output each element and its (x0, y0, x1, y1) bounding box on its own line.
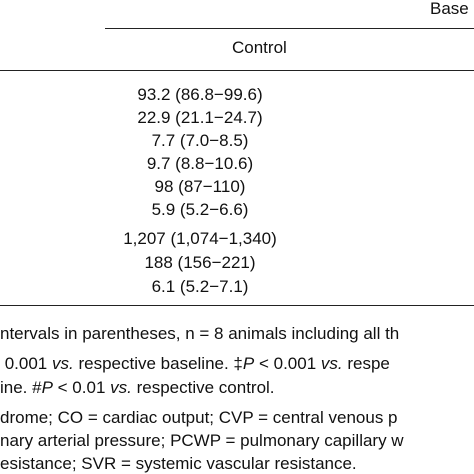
table-cell: 9.7 (8.8−10.6) (146, 154, 254, 173)
footnote-line: drome; CO = cardiac output; CVP = centra… (0, 408, 398, 428)
footnote-text: ntervals in parentheses, n = 8 animals i… (0, 324, 400, 343)
table-cell: 98 (87−110) (154, 177, 246, 196)
column-header: Control (232, 38, 287, 57)
footnote-text: < 0.01 (52, 378, 111, 397)
table-cell: 1,207 (1,074−1,340) (123, 229, 277, 248)
footnote-text: respective control. (131, 378, 275, 397)
footnote-line: ntervals in parentheses, n = 8 animals i… (0, 324, 399, 344)
table-cell: 22.9 (21.1−24.7) (137, 108, 263, 127)
footnote-text: vs. (52, 354, 74, 373)
table-cell: 7.7 (7.0−8.5) (151, 131, 249, 150)
header-rule (0, 70, 474, 71)
footnote-line: 0.001 vs. respective baseline. ‡P < 0.00… (0, 354, 390, 374)
footnote-text: P (242, 354, 255, 373)
footnote-text: vs. (110, 378, 132, 397)
table-cell: 6.1 (5.2−7.1) (151, 277, 249, 296)
footnote-text: respective baseline. ‡ (73, 354, 243, 373)
table-cell: 93.2 (86.8−99.6) (137, 85, 263, 104)
table-cell: 188 (156−221) (144, 253, 256, 272)
bottom-rule (0, 305, 474, 306)
group-header: Base (430, 0, 469, 18)
footnote-line: nary arterial pressure; PCWP = pulmonary… (0, 431, 404, 451)
footnote-text: ine. # (0, 378, 42, 397)
footnote-text: drome; CO = cardiac output; CVP = centra… (0, 408, 398, 427)
footnote-text: nary arterial pressure; PCWP = pulmonary… (0, 431, 404, 450)
footnote-text: < 0.001 (254, 354, 321, 373)
table-cell: 5.9 (5.2−6.6) (151, 200, 249, 219)
footnote-text: P (41, 378, 53, 397)
footnote-text: respe (342, 354, 390, 373)
footnote-line: esistance; SVR = systemic vascular resis… (0, 454, 357, 474)
footnote-text: vs. (320, 354, 343, 373)
footnote-line: ine. #P < 0.01 vs. respective control. (0, 378, 275, 398)
footnote-text: 0.001 (0, 354, 52, 373)
footnote-text: esistance; SVR = systemic vascular resis… (0, 454, 357, 473)
group-rule (105, 28, 474, 29)
